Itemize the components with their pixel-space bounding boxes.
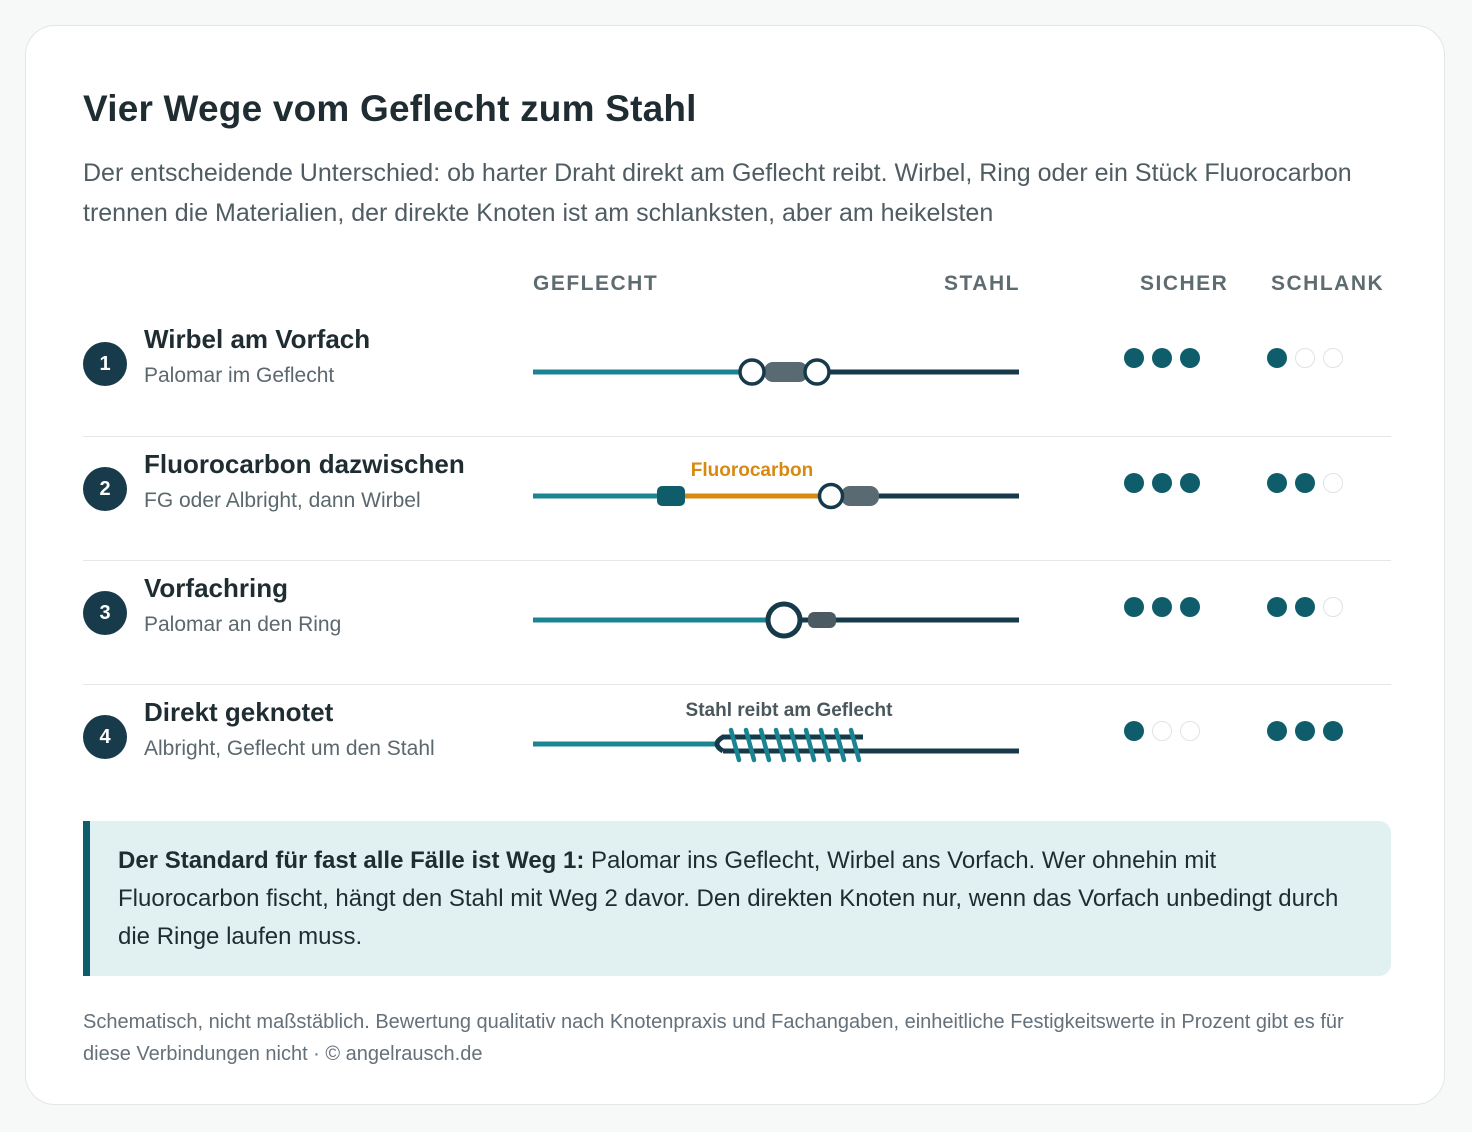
row-number-badge: 1 [83, 342, 127, 386]
connection-diagram-fluorocarbon: Fluorocarbon [533, 460, 1019, 510]
method-row-3: 3 Vorfachring Palomar an den Ring [83, 560, 1391, 685]
swivel-eye-left [738, 358, 766, 386]
method-row-2: 2 Fluorocarbon dazwischen FG oder Albrig… [83, 436, 1391, 561]
rating-dot-filled [1267, 348, 1287, 368]
rating-schlank [1267, 473, 1343, 497]
method-title: Direkt geknotet [144, 697, 334, 727]
rating-dot-empty [1295, 348, 1315, 368]
rating-dot-filled [1323, 721, 1343, 741]
rating-dot-empty [1180, 721, 1200, 741]
connection-diagram-swivel [533, 358, 1019, 386]
rating-dot-filled [1152, 348, 1172, 368]
friction-warning-label: Stahl reibt am Geflecht [686, 700, 894, 721]
column-header-sicher: SICHER [1140, 272, 1229, 295]
rating-dot-filled [1152, 597, 1172, 617]
recommendation-text: Palomar ins Geflecht, Wirbel ans Vorfach… [118, 847, 1339, 950]
rating-dot-filled [1124, 348, 1144, 368]
rating-dot-empty [1323, 597, 1343, 617]
leader-ring [765, 601, 803, 639]
albright-wraps [728, 727, 862, 763]
rating-sicher [1124, 597, 1200, 621]
fluorocarbon-label: Fluorocarbon [691, 460, 813, 481]
rating-dot-filled [1180, 473, 1200, 493]
page-title: Vier Wege vom Geflecht zum Stahl [83, 88, 697, 129]
page-subtitle: Der entscheidende Unterschied: ob harter… [83, 159, 1352, 227]
rating-dot-filled [1124, 473, 1144, 493]
connection-diagram-ring [533, 601, 1019, 639]
method-subtitle: Palomar an den Ring [144, 613, 342, 636]
swivel-eye [817, 482, 845, 510]
rating-dot-filled [1124, 721, 1144, 741]
recommendation-callout: Der Standard für fast alle Fälle ist Weg… [83, 821, 1391, 976]
method-row-1: 1 Wirbel am Vorfach Palomar im Geflecht [83, 312, 1391, 436]
recommendation-lead: Der Standard für fast alle Fälle ist Weg… [118, 847, 585, 874]
rating-dot-filled [1180, 348, 1200, 368]
method-subtitle: Albright, Geflecht um den Stahl [144, 737, 435, 760]
connection-diagram-direct: Stahl reibt am Geflecht [533, 700, 1019, 763]
footnote: Schematisch, nicht maßstäblich. Bewertun… [83, 1011, 1344, 1065]
rating-sicher [1124, 473, 1200, 497]
method-title: Fluorocarbon dazwischen [144, 449, 465, 479]
rating-dot-empty [1323, 348, 1343, 368]
rating-dot-filled [1267, 473, 1287, 493]
column-header-geflecht: GEFLECHT [533, 272, 659, 295]
rating-sicher [1124, 348, 1200, 372]
column-header-schlank: SCHLANK [1271, 272, 1385, 295]
method-subtitle: Palomar im Geflecht [144, 364, 335, 387]
infographic-card: Vier Wege vom Geflecht zum Stahl Der ent… [25, 25, 1445, 1105]
method-row-4: 4 Direkt geknotet Albright, Geflecht um … [83, 684, 1391, 809]
rating-dot-filled [1267, 597, 1287, 617]
rating-schlank [1267, 597, 1343, 621]
method-title: Vorfachring [144, 573, 288, 603]
rating-dot-filled [1295, 721, 1315, 741]
method-title: Wirbel am Vorfach [144, 324, 371, 354]
crimp-sleeve [808, 612, 836, 628]
row-number-badge: 4 [83, 715, 127, 759]
rating-dot-filled [1124, 597, 1144, 617]
rating-dot-filled [1152, 473, 1172, 493]
rating-schlank [1267, 348, 1343, 372]
row-number-badge: 3 [83, 591, 127, 635]
swivel-body [764, 362, 808, 382]
rating-dot-filled [1295, 597, 1315, 617]
rating-schlank [1267, 721, 1343, 745]
fg-knot [657, 486, 685, 506]
swivel-body [841, 486, 879, 506]
column-header-stahl: STAHL [944, 272, 1020, 295]
rating-dot-empty [1152, 721, 1172, 741]
rating-dot-filled [1267, 721, 1287, 741]
row-number-badge: 2 [83, 467, 127, 511]
steel-tag-end [714, 734, 863, 754]
rating-dot-empty [1323, 473, 1343, 493]
swivel-eye-right [803, 358, 831, 386]
rating-sicher [1124, 721, 1200, 745]
rating-dot-filled [1180, 597, 1200, 617]
rating-dot-filled [1295, 473, 1315, 493]
method-subtitle: FG oder Albright, dann Wirbel [144, 489, 421, 512]
